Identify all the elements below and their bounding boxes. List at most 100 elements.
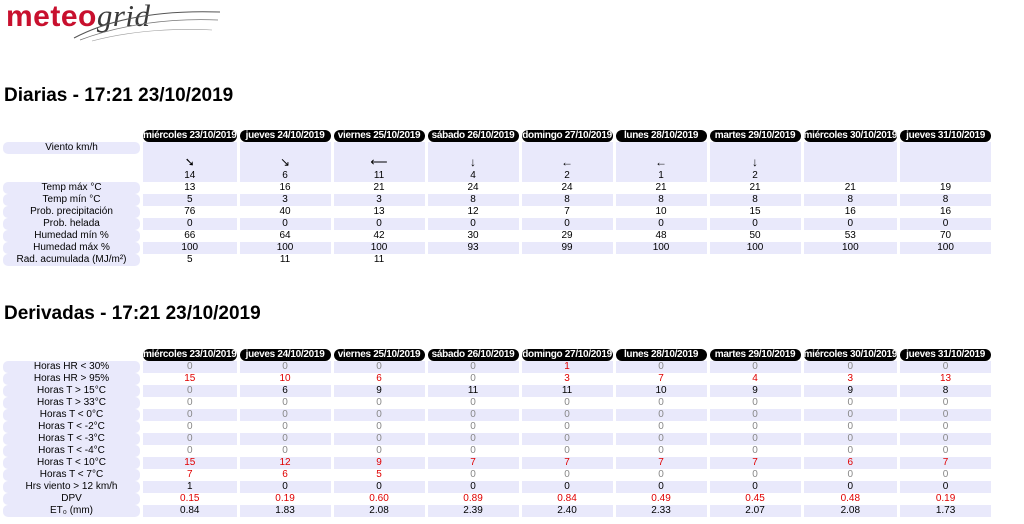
value-cell: 0 [333, 218, 425, 230]
value-cell: 0 [615, 433, 707, 445]
value-cell: 8 [803, 194, 898, 206]
value-cell: 5 [186, 254, 193, 265]
value-cell: 24 [561, 182, 573, 193]
value-cell: 0 [803, 481, 898, 493]
wind-cell-top [709, 142, 801, 154]
wind-speed-row: 14 6 11 4 2 1 2 [3, 170, 992, 182]
value-cell: 7 [521, 457, 613, 469]
value-cell: 0 [752, 397, 758, 408]
value-cell: 0 [282, 397, 288, 408]
value-cell: 0 [564, 397, 570, 408]
value-cell: 0 [900, 481, 992, 493]
value-cell: 99 [521, 242, 613, 254]
data-row: Prob. precipitación 76 40 13 12 7 10 15 16 16 [3, 206, 991, 218]
value-cell: 100 [803, 242, 898, 254]
row-label: Humedad mín % [3, 230, 140, 242]
value-cell: 0 [239, 481, 331, 493]
data-row: Horas HR > 95% 15 10 6 0 3 7 4 3 13 [3, 373, 991, 385]
value-cell: 0 [143, 385, 237, 397]
value-cell: 0 [709, 218, 801, 230]
value-cell: 0 [521, 218, 613, 230]
value-cell: 0 [186, 397, 193, 408]
day-header: miércoles 30/10/2019 [803, 349, 898, 361]
value-cell: 0.89 [463, 493, 483, 504]
data-row: Temp mín °C 5 3 3 8 8 8 8 8 8 [3, 194, 992, 206]
value-cell [900, 254, 991, 266]
row-label: Prob. helada [3, 218, 140, 230]
derived-title: Derivadas - 17:21 23/10/2019 [4, 303, 261, 324]
wind-arrow-icon: ➘ [184, 154, 195, 169]
value-cell: 0 [803, 218, 898, 230]
value-cell: 3 [239, 194, 331, 206]
row-label: Horas T < -3°C [3, 433, 140, 445]
value-cell: 0 [333, 481, 425, 493]
value-cell: 24 [467, 182, 479, 193]
value-cell: 11 [521, 385, 613, 397]
value-cell: 53 [844, 230, 856, 241]
value-cell: 76 [184, 206, 196, 217]
wind-speed-cell: 4 [427, 170, 519, 182]
value-cell: 16 [279, 182, 291, 193]
value-cell: 13 [940, 373, 952, 384]
header-row: miércoles 23/10/2019 jueves 24/10/2019 vie… [3, 349, 992, 361]
wind-direction-cell: ← [615, 154, 707, 170]
wind-direction-cell: ↘ [239, 154, 331, 170]
value-cell: 0 [333, 409, 425, 421]
value-cell: 0 [942, 421, 949, 432]
value-cell: 2.39 [427, 505, 519, 517]
wind-cell-top [900, 142, 992, 154]
wind-speed-cell: 6 [239, 170, 331, 182]
value-cell: 0 [427, 433, 519, 445]
value-cell: 0 [143, 361, 237, 373]
value-cell: 11 [373, 254, 385, 265]
value-cell: 0 [900, 409, 992, 421]
value-cell: 0 [615, 361, 707, 373]
meteogrid-logo[interactable]: meteogrid [2, 0, 222, 42]
value-cell: 0 [709, 433, 801, 445]
header-spacer [3, 130, 140, 142]
data-row: Temp máx °C 13 16 21 24 24 21 21 21 19 [3, 182, 991, 194]
value-cell: 0 [564, 469, 570, 480]
value-cell: 0 [900, 361, 992, 373]
value-cell: 12 [239, 457, 331, 469]
value-cell: 0 [239, 218, 331, 230]
value-cell: 3 [333, 194, 425, 206]
value-cell: 10 [279, 373, 291, 384]
wind-direction-cell: ⟵ [333, 154, 425, 170]
value-cell [522, 254, 613, 266]
wind-speed-cell: 1 [615, 170, 707, 182]
value-cell: 11 [279, 254, 291, 265]
row-label: DPV [3, 493, 140, 505]
value-cell: 2.33 [615, 505, 707, 517]
value-cell: 0 [333, 433, 425, 445]
value-cell: 0 [803, 409, 898, 421]
row-label: Rad. acumulada (MJ/m²) [3, 254, 140, 266]
data-row: Horas T < 7°C 7 6 5 0 0 0 0 0 0 [3, 469, 991, 481]
day-header: miércoles 23/10/2019 [143, 130, 237, 142]
value-cell: 0 [470, 445, 476, 456]
value-cell: 0 [752, 421, 758, 432]
value-cell: 0 [239, 361, 331, 373]
value-cell: 13 [184, 182, 196, 193]
value-cell: 12 [467, 206, 479, 217]
value-cell: 0 [942, 397, 949, 408]
value-cell: 8 [427, 194, 519, 206]
wind-arrow-icon: ← [655, 154, 668, 169]
value-cell: 100 [900, 242, 992, 254]
value-cell: 8 [900, 385, 992, 397]
wind-speed-cell: 14 [143, 170, 237, 182]
value-cell: 0 [564, 421, 570, 432]
value-cell: 66 [184, 230, 196, 241]
row-label: Horas T > 33°C [3, 397, 140, 409]
value-cell: 0 [143, 218, 237, 230]
value-cell: 0 [470, 421, 476, 432]
row-label: Horas T > 15°C [3, 385, 140, 397]
logo-swoosh-icon [73, 11, 221, 42]
data-row: Horas T > 15°C 0 6 9 11 11 10 9 9 8 [3, 385, 992, 397]
value-cell: 9 [803, 385, 898, 397]
value-cell: 0 [942, 469, 949, 480]
day-header: domingo 27/10/2019 [521, 130, 613, 142]
value-cell: 7 [709, 457, 801, 469]
row-label: Temp mín °C [3, 194, 140, 206]
data-row: Horas T < 0°C 0 0 0 0 0 0 0 0 0 [3, 409, 992, 421]
